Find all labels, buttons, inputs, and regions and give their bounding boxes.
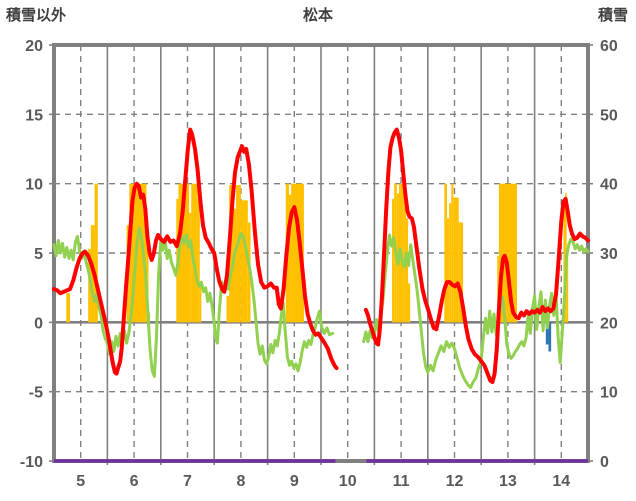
x-axis-tick-label: 9 xyxy=(290,473,299,490)
left-axis-tick-label: 15 xyxy=(25,107,43,124)
right-axis-title: 積雪 xyxy=(597,7,628,24)
left-axis-tick-label: 0 xyxy=(34,315,43,332)
right-axis-tick-label: 50 xyxy=(600,107,618,124)
right-axis-tick-label: 0 xyxy=(600,454,609,471)
x-axis-tick-label: 13 xyxy=(499,473,517,490)
x-axis-tick-label: 11 xyxy=(393,473,410,490)
right-axis-tick-label: 30 xyxy=(600,246,618,263)
x-axis-tick-label: 10 xyxy=(339,473,357,490)
left-axis-tick-label: 20 xyxy=(25,38,43,55)
left-axis-tick-label: 10 xyxy=(25,177,43,194)
x-axis-tick-label: 8 xyxy=(236,473,245,490)
right-axis-tick-label: 60 xyxy=(600,38,618,55)
x-axis-tick-label: 12 xyxy=(446,473,464,490)
right-axis-tick-label: 40 xyxy=(600,177,618,194)
x-axis-tick-label: 5 xyxy=(76,473,85,490)
chart-title: 松本 xyxy=(302,7,333,24)
x-axis-tick-label: 7 xyxy=(183,473,192,490)
sunshine-bars-orange xyxy=(66,183,569,323)
series-red-line xyxy=(52,127,590,384)
right-axis-tick-label: 10 xyxy=(600,385,618,402)
x-axis-tick-label: 14 xyxy=(552,473,570,490)
right-axis-tick-label: 20 xyxy=(600,315,618,332)
left-axis-tick-label: -10 xyxy=(20,454,43,471)
left-axis-title: 積雪以外 xyxy=(6,7,67,24)
left-axis-tick-label: -5 xyxy=(29,385,43,402)
left-axis-tick-label: 5 xyxy=(34,246,43,263)
x-axis-tick-label: 6 xyxy=(130,473,139,490)
precipitation-bars-blue xyxy=(545,322,552,352)
